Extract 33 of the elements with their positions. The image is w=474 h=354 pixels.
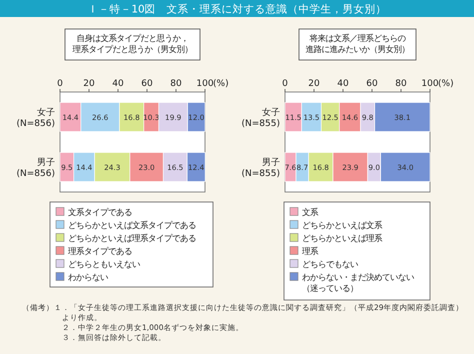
x-tick-label: 60 — [141, 79, 153, 89]
x-tick-label: 0 — [57, 79, 64, 89]
chart-subtitle: 将来は文系／理系どちらの進路に進みたいか（男女別） — [306, 33, 410, 54]
x-tick-label: 80 — [395, 79, 407, 89]
x-tick-label: 80 — [170, 79, 182, 89]
x-tick-label: 20 — [308, 79, 320, 89]
legend-label: どちらかといえば理系 — [302, 233, 382, 243]
x-tick-label: 100 — [196, 79, 214, 89]
legend-label: 文系 — [302, 207, 318, 217]
y-tick-label: 男子 (N=855) — [242, 157, 280, 179]
x-tick-label: 100 — [421, 79, 439, 89]
legend-label: わからない — [68, 272, 108, 282]
chart-subtitle: 自身は文系タイプだと思うか，理系タイプだと思うか（男女別） — [72, 33, 192, 54]
y-tick-label: 女子 (N=855) — [242, 107, 280, 129]
x-tick-label: 40 — [112, 79, 124, 89]
legend-label: 理系タイプである — [68, 246, 132, 256]
legend-label: 理系 — [302, 246, 318, 256]
legend-label: どちらかといえば文系 — [302, 220, 382, 230]
legend-label: どちらかといえば文系タイプである — [68, 220, 196, 230]
x-axis-title: (%) — [438, 79, 454, 89]
x-tick-label: 0 — [282, 79, 288, 89]
x-axis-title: (%) — [213, 79, 229, 89]
text: Ｉ－特－10図 文系・理系に対する意識（中学生，男女別） — [87, 2, 387, 16]
legend-label: どちらともいえない — [68, 259, 140, 269]
x-tick-label: 20 — [83, 79, 95, 89]
legend-label: どちらでもない — [302, 259, 358, 269]
legend-label: 文系タイプである — [68, 207, 132, 217]
y-tick-label: 男子 (N=856) — [16, 157, 55, 179]
y-tick-label: 女子 (N=856) — [16, 107, 55, 129]
legend-label: どちらかといえば理系タイプである — [68, 233, 196, 243]
x-tick-label: 40 — [337, 79, 349, 89]
x-tick-label: 60 — [366, 79, 378, 89]
legend-label: わからない・まだ決めていない（迷っている） — [302, 272, 414, 293]
